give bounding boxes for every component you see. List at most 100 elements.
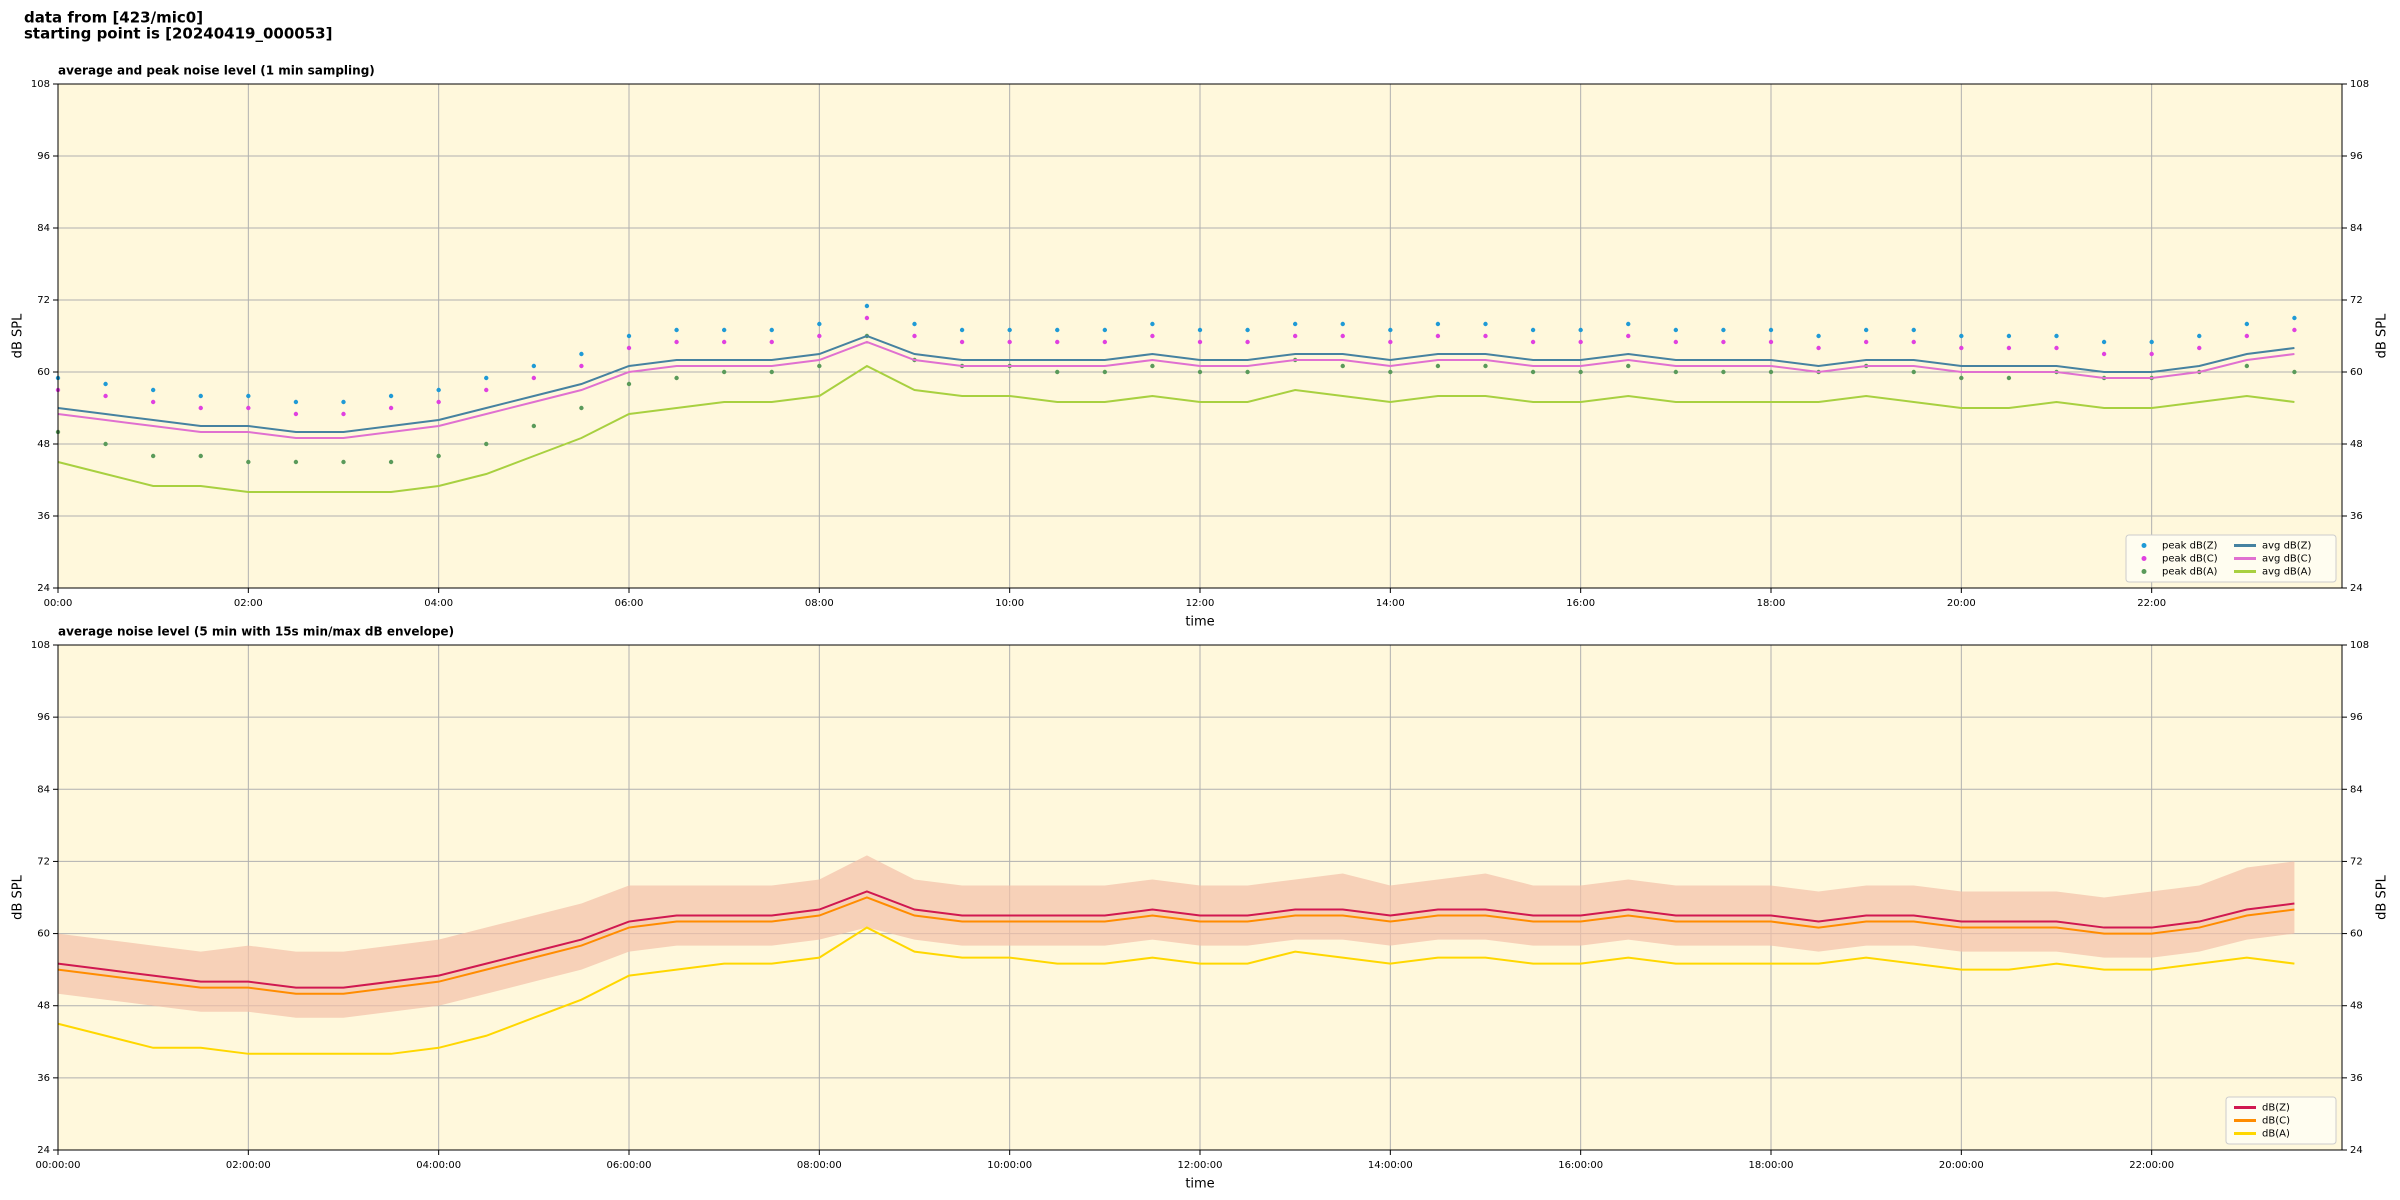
series-line — [57, 364, 2295, 493]
peak-point — [1483, 363, 1488, 369]
peak-point — [1102, 369, 1108, 375]
x-tick-label: 18:00:00 — [1749, 1160, 1794, 1171]
x-tick-label: 10:00 — [995, 598, 1024, 609]
series-line — [57, 896, 2295, 995]
peak-point — [531, 375, 537, 381]
peak-point — [721, 327, 727, 333]
y-tick-label: 96 — [37, 151, 50, 162]
peak-point — [674, 339, 679, 345]
peak-point — [150, 387, 156, 393]
y-tick-label: 84 — [2350, 223, 2363, 234]
peak-point — [436, 453, 441, 459]
peak-point — [912, 333, 917, 339]
y-tick-label: 72 — [37, 856, 50, 867]
peak-point — [1245, 339, 1250, 345]
peak-point — [864, 315, 870, 321]
legend-label: peak dB(A) — [2162, 567, 2218, 578]
peak-point — [579, 405, 584, 411]
peak-point — [2244, 321, 2250, 327]
y-axis-label: dB SPL — [11, 874, 26, 919]
peak-point — [1768, 369, 1774, 375]
legend-label: avg dB(A) — [2262, 567, 2312, 578]
peak-point — [1721, 369, 1726, 375]
x-tick-label: 16:00:00 — [1558, 1160, 1603, 1171]
peak-point — [1673, 339, 1679, 345]
series-line — [57, 334, 2295, 433]
peak-point — [1388, 339, 1393, 345]
peak-point — [769, 339, 774, 345]
y-tick-label: 48 — [2350, 439, 2363, 450]
peak-point — [959, 327, 965, 333]
x-tick-label: 06:00 — [615, 598, 644, 609]
series-line — [57, 340, 2295, 439]
peak-point — [1816, 345, 1821, 351]
peak-point — [293, 411, 299, 417]
peak-point — [1721, 327, 1726, 333]
y-tick-label: 24 — [37, 583, 50, 594]
legend-label: peak dB(C) — [2162, 554, 2218, 565]
peak-point — [531, 363, 537, 369]
peak-point — [1483, 321, 1488, 327]
peak-point — [484, 387, 489, 393]
peak-point — [1055, 327, 1060, 333]
y-tick-label: 72 — [2350, 295, 2363, 306]
peak-point — [150, 453, 156, 459]
x-tick-label: 20:00 — [1947, 598, 1976, 609]
series-line — [57, 926, 2295, 1055]
peak-point — [2244, 333, 2250, 339]
peak-point — [1055, 339, 1060, 345]
peak-point — [1578, 327, 1583, 333]
peak-point — [293, 399, 299, 405]
peak-point — [626, 381, 632, 387]
peak-point — [1150, 333, 1155, 339]
peak-point — [1626, 333, 1631, 339]
peak-point — [246, 405, 251, 411]
peak-point — [1863, 339, 1869, 345]
x-tick-label: 04:00:00 — [416, 1160, 461, 1171]
peak-point — [1102, 327, 1108, 333]
series-line — [57, 890, 2295, 989]
peak-point — [1245, 369, 1250, 375]
peak-point — [626, 333, 632, 339]
y-tick-label: 48 — [37, 439, 50, 450]
peak-point — [1197, 339, 1203, 345]
x-tick-label: 16:00 — [1566, 598, 1595, 609]
peak-point — [198, 453, 203, 459]
y-tick-label: 24 — [2350, 1145, 2363, 1156]
peak-point — [198, 393, 203, 399]
peak-point — [293, 459, 299, 465]
legend-label: dB(A) — [2262, 1129, 2290, 1140]
peak-point — [1911, 327, 1916, 333]
peak-point — [1292, 321, 1298, 327]
y-tick-label: 60 — [2350, 929, 2363, 940]
x-axis-label: time — [1185, 615, 1214, 630]
x-tick-label: 12:00:00 — [1178, 1160, 1223, 1171]
y-tick-label: 48 — [37, 1001, 50, 1012]
x-tick-label: 18:00 — [1757, 598, 1786, 609]
peak-point — [2292, 369, 2297, 375]
peak-point — [817, 333, 822, 339]
peak-point — [1007, 327, 1012, 333]
peak-point — [103, 441, 108, 447]
peak-point — [1150, 321, 1155, 327]
peak-point — [246, 459, 251, 465]
peak-point — [2197, 333, 2202, 339]
y-tick-label: 108 — [31, 640, 50, 651]
peak-point — [198, 405, 203, 411]
y-axis-label: dB SPL — [11, 313, 26, 358]
peak-point — [2101, 339, 2107, 345]
peak-point — [2292, 327, 2297, 333]
peak-point — [959, 339, 965, 345]
peak-point — [1626, 321, 1631, 327]
peak-point — [817, 363, 822, 369]
y-tick-label: 108 — [2350, 640, 2369, 651]
peak-point — [1483, 333, 1488, 339]
peak-point — [674, 327, 679, 333]
peak-point — [1626, 363, 1631, 369]
peak-point — [1340, 333, 1345, 339]
legend-label: avg dB(Z) — [2262, 541, 2312, 552]
legend-label: peak dB(Z) — [2162, 541, 2218, 552]
peak-point — [1959, 333, 1964, 339]
peak-point — [1197, 327, 1203, 333]
y-tick-label: 84 — [37, 223, 50, 234]
